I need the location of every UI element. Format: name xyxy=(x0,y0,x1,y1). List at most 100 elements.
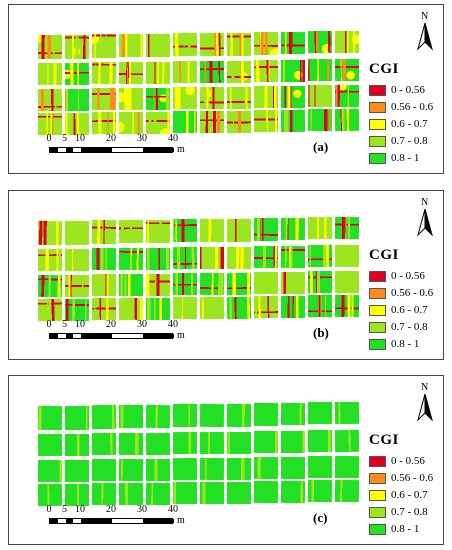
field-plot xyxy=(118,297,144,321)
field-plot xyxy=(172,87,198,110)
field-plot xyxy=(118,61,144,85)
field-plot xyxy=(37,112,63,136)
field-plot xyxy=(226,86,252,109)
field-plot xyxy=(145,273,171,296)
field-plot xyxy=(280,245,306,268)
field-plot xyxy=(172,273,198,296)
legend-swatch xyxy=(369,472,386,484)
field-plot xyxy=(226,218,252,242)
scale-segment xyxy=(57,148,66,152)
scale-segment xyxy=(81,519,112,523)
legend-swatch xyxy=(369,321,386,333)
cgi-legend: CGI 0 - 0.56 0.56 - 0.6 0.6 - 0.7 0.7 - 0.8… xyxy=(369,247,443,354)
legend-label: 0.6 - 0.7 xyxy=(391,304,428,316)
scale-unit: m xyxy=(177,330,185,341)
field-plot xyxy=(280,295,306,318)
field-plot xyxy=(145,61,171,84)
legend-swatch xyxy=(369,118,386,130)
field-plot xyxy=(145,432,171,455)
scale-tick-label: 10 xyxy=(75,319,85,330)
field-plot xyxy=(91,459,117,482)
field-plot xyxy=(118,87,144,111)
scale-segment xyxy=(57,334,66,338)
field-plot xyxy=(91,220,117,245)
scale-tick-label: 5 xyxy=(62,319,67,330)
field-plot xyxy=(253,86,279,109)
field-plot xyxy=(334,294,360,318)
scale-tick-label: 20 xyxy=(106,319,116,330)
legend-item: 0.7 - 0.8 xyxy=(369,320,443,334)
legend-label: 0.7 - 0.8 xyxy=(391,321,428,333)
legend-item: 0 - 0.56 xyxy=(369,269,443,283)
field-plot xyxy=(280,109,306,132)
field-plot xyxy=(226,457,252,480)
legend-swatch xyxy=(369,270,386,282)
scale-tick-label: 40 xyxy=(168,504,178,515)
legend-label: 0.8 - 1 xyxy=(391,338,420,350)
field-plot xyxy=(226,60,252,83)
field-plot xyxy=(334,84,360,108)
scale-ticks: 0 5 10 20 30 40 xyxy=(47,133,229,145)
field-plot xyxy=(172,432,198,455)
scale-tick-label: 30 xyxy=(137,319,147,330)
scale-segment xyxy=(50,519,58,523)
field-plot xyxy=(334,429,360,453)
scale-segment xyxy=(65,148,74,152)
scale-tick-label: 5 xyxy=(62,504,67,515)
field-plot xyxy=(172,297,198,320)
field-plot xyxy=(199,218,225,242)
field-plot xyxy=(280,59,306,82)
field-plot xyxy=(145,458,171,481)
field-plot xyxy=(226,403,252,427)
legend-items: 0 - 0.56 0.56 - 0.6 0.6 - 0.7 0.7 - 0.8 0.8 … xyxy=(369,454,443,536)
scale-ticks: 0 5 10 20 30 40 xyxy=(47,319,229,331)
legend-item: 0.56 - 0.6 xyxy=(369,286,443,300)
field-plot xyxy=(64,405,90,430)
field-plot xyxy=(37,274,63,298)
field-plot xyxy=(172,219,198,243)
field-plot xyxy=(91,248,117,271)
legend-item: 0.6 - 0.7 xyxy=(369,488,443,502)
scale-segment xyxy=(73,519,81,523)
field-plot xyxy=(145,482,171,505)
field-plot xyxy=(280,456,306,479)
scale-bar: 0 5 10 20 30 40 m xyxy=(47,319,209,345)
field-plot xyxy=(37,220,63,246)
field-plots-map xyxy=(9,376,360,516)
field-plot xyxy=(334,455,360,479)
legend-item: 0 - 0.56 xyxy=(369,454,443,468)
field-plot xyxy=(253,271,279,295)
legend-label: 0.56 - 0.6 xyxy=(391,472,434,484)
field-plot xyxy=(199,86,225,109)
field-plot xyxy=(172,61,198,84)
north-label: N xyxy=(421,11,429,22)
field-plot xyxy=(280,430,306,453)
legend-items: 0 - 0.56 0.56 - 0.6 0.6 - 0.7 0.7 - 0.8 0.8 … xyxy=(369,83,443,165)
legend-item: 0.8 - 1 xyxy=(369,337,443,351)
field-plot xyxy=(253,32,279,56)
legend-label: 0.8 - 1 xyxy=(391,523,420,535)
legend-label: 0.56 - 0.6 xyxy=(391,287,434,299)
field-plot xyxy=(334,108,360,132)
legend-label: 0.56 - 0.6 xyxy=(391,101,434,113)
field-plot xyxy=(118,33,144,57)
legend-label: 0 - 0.56 xyxy=(391,84,425,96)
panel-label: (a) xyxy=(313,139,329,154)
field-plots-map xyxy=(9,191,360,331)
field-plot xyxy=(334,244,360,268)
scale-track xyxy=(49,333,174,339)
legend-item: 0.6 - 0.7 xyxy=(369,117,443,131)
field-plot xyxy=(280,480,306,503)
field-plot xyxy=(118,482,144,506)
field-plot xyxy=(91,483,117,506)
legend-items: 0 - 0.56 0.56 - 0.6 0.6 - 0.7 0.7 - 0.8 0.8 … xyxy=(369,269,443,351)
legend-label: 0.6 - 0.7 xyxy=(391,118,428,130)
field-plot xyxy=(226,246,252,269)
field-plot xyxy=(334,216,360,240)
field-plot xyxy=(334,58,360,82)
panel-label: (b) xyxy=(313,325,329,340)
field-plot xyxy=(64,34,90,59)
field-plot xyxy=(334,30,360,54)
field-plot xyxy=(64,88,90,111)
field-plot xyxy=(37,298,63,322)
